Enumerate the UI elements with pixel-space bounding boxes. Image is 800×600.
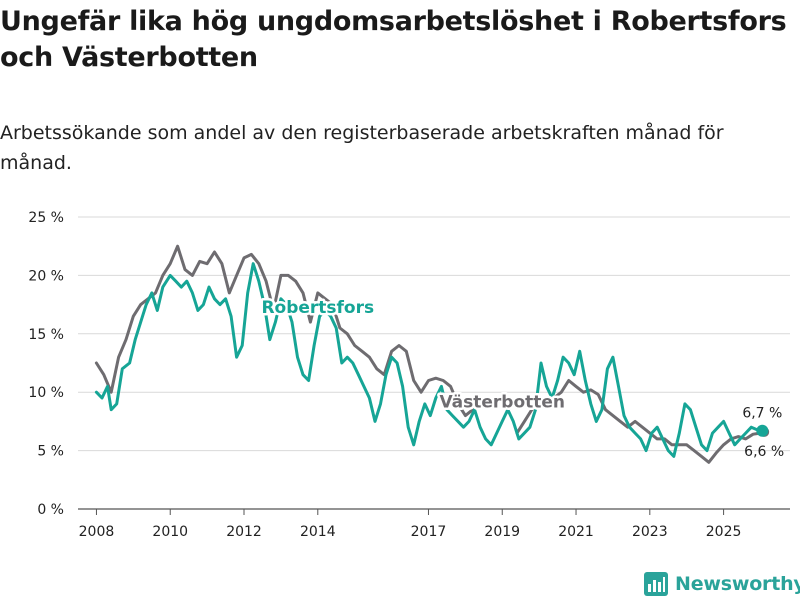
series-line-robertsfors bbox=[94, 262, 764, 458]
y-tick-label: 10 % bbox=[28, 385, 64, 401]
x-tick-label: 2023 bbox=[632, 524, 668, 540]
y-tick-label: 5 % bbox=[37, 444, 64, 460]
x-tick-label: 2008 bbox=[79, 524, 115, 540]
x-tick-label: 2019 bbox=[484, 524, 520, 540]
chart-logo-icon bbox=[644, 572, 668, 596]
x-tick-label: 2017 bbox=[411, 524, 447, 540]
series-label-vasterbotten: Västerbotten bbox=[439, 392, 565, 412]
x-tick-label: 2010 bbox=[152, 524, 188, 540]
series-label-robertsfors: Robertsfors bbox=[261, 298, 374, 318]
chart-title: Ungefär lika hög ungdomsarbetslöshet i R… bbox=[0, 6, 787, 73]
x-tick-label: 2021 bbox=[558, 524, 594, 540]
newsworthy-brand: Newsworthy bbox=[644, 570, 800, 598]
endpoint-marker-robertsfors bbox=[756, 424, 769, 437]
x-tick-label: 2014 bbox=[300, 524, 336, 540]
series-line-vasterbotten bbox=[515, 379, 766, 464]
x-tick-label: 2012 bbox=[226, 524, 262, 540]
series-line-vasterbotten bbox=[94, 244, 489, 418]
end-value-label-vasterbotten: 6,6 % bbox=[744, 444, 784, 460]
brand-name: Newsworthy bbox=[675, 573, 800, 595]
y-tick-label: 20 % bbox=[28, 268, 64, 284]
end-value-label-robertsfors: 6,7 % bbox=[742, 406, 782, 422]
y-tick-label: 0 % bbox=[37, 502, 64, 518]
y-tick-label: 25 % bbox=[28, 210, 64, 226]
y-tick-label: 15 % bbox=[28, 327, 64, 343]
chart-subtitle: Arbetssökande som andel av den registerb… bbox=[0, 122, 724, 174]
line-chart: 0 % 5 % 10 % 15 % 20 % 25 % 2008 2010 2012 2014 20… bbox=[28, 210, 790, 540]
x-tick-label: 2025 bbox=[706, 524, 742, 540]
